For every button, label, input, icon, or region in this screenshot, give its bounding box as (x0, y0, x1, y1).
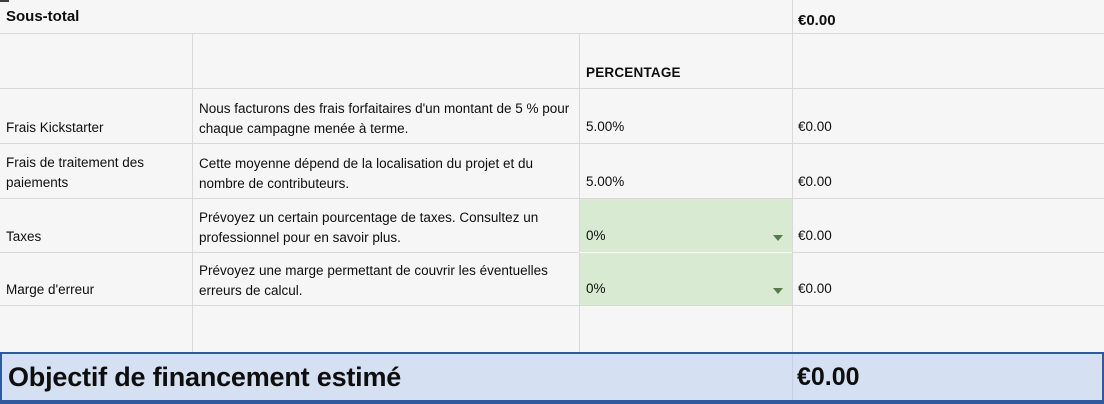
row-label: Frais Kickstarter (6, 120, 104, 135)
row-description-cell[interactable]: Cette moyenne dépend de la localisation … (192, 143, 579, 198)
total-label: Objectif de financement estimé (8, 361, 402, 392)
amount-value: €0.00 (798, 281, 832, 296)
percentage-value: 0% (586, 281, 606, 296)
total-amount-cell[interactable]: €0.00 (792, 354, 1102, 400)
percentage-value: 0% (586, 228, 606, 243)
amount-value: €0.00 (798, 174, 832, 189)
row-label: Taxes (6, 229, 42, 244)
percentage-header: PERCENTAGE (586, 65, 681, 80)
header-empty-cell[interactable] (792, 33, 1104, 88)
header-empty-cell[interactable] (0, 33, 192, 88)
subtotal-amount: €0.00 (798, 12, 836, 29)
total-label-cell[interactable]: Objectif de financement estimé (2, 354, 792, 400)
percentage-dropdown-cell[interactable]: 0% (579, 198, 792, 252)
row-label-cell[interactable]: Frais de traitement des paiements (0, 143, 192, 198)
subtotal-amount-cell[interactable]: €0.00 (792, 0, 1104, 33)
row-label-cell[interactable]: Frais Kickstarter (0, 88, 192, 143)
row-description: Prévoyez un certain pourcentage de taxes… (199, 210, 539, 245)
row-label-cell[interactable]: Taxes (0, 198, 192, 252)
dropdown-arrow-icon[interactable] (773, 235, 783, 241)
empty-cell[interactable] (792, 305, 1104, 352)
header-empty-cell[interactable] (192, 33, 579, 88)
subtotal-label: Sous-total (6, 8, 80, 25)
dropdown-arrow-icon[interactable] (773, 288, 783, 294)
row-label-cell[interactable]: Marge d'erreur (0, 252, 192, 305)
corner-artifact (0, 0, 9, 2)
empty-cell[interactable] (192, 305, 579, 352)
empty-cell[interactable] (579, 305, 792, 352)
row-label: Frais de traitement des paiements (6, 155, 145, 190)
amount-cell[interactable]: €0.00 (792, 252, 1104, 305)
row-description: Prévoyez une marge permettant de couvrir… (199, 263, 548, 298)
amount-cell[interactable]: €0.00 (792, 143, 1104, 198)
percentage-value: 5.00% (586, 174, 625, 189)
percentage-value: 5.00% (586, 119, 625, 134)
row-label: Marge d'erreur (6, 282, 95, 297)
amount-value: €0.00 (798, 119, 832, 134)
percentage-header-cell[interactable]: PERCENTAGE (579, 33, 792, 88)
total-row[interactable]: Objectif de financement estimé €0.00 (0, 352, 1104, 404)
total-amount: €0.00 (797, 362, 860, 391)
percentage-cell[interactable]: 5.00% (579, 143, 792, 198)
row-description: Nous facturons des frais forfaitaires d'… (199, 101, 570, 136)
percentage-dropdown-cell[interactable]: 0% (579, 252, 792, 305)
percentage-cell[interactable]: 5.00% (579, 88, 792, 143)
amount-value: €0.00 (798, 228, 832, 243)
row-description-cell[interactable]: Prévoyez un certain pourcentage de taxes… (192, 198, 579, 252)
amount-cell[interactable]: €0.00 (792, 198, 1104, 252)
amount-cell[interactable]: €0.00 (792, 88, 1104, 143)
row-description-cell[interactable]: Nous facturons des frais forfaitaires d'… (192, 88, 579, 143)
row-description: Cette moyenne dépend de la localisation … (199, 156, 533, 191)
row-description-cell[interactable]: Prévoyez une marge permettant de couvrir… (192, 252, 579, 305)
subtotal-label-cell[interactable]: Sous-total (0, 0, 792, 33)
empty-cell[interactable] (0, 305, 192, 352)
